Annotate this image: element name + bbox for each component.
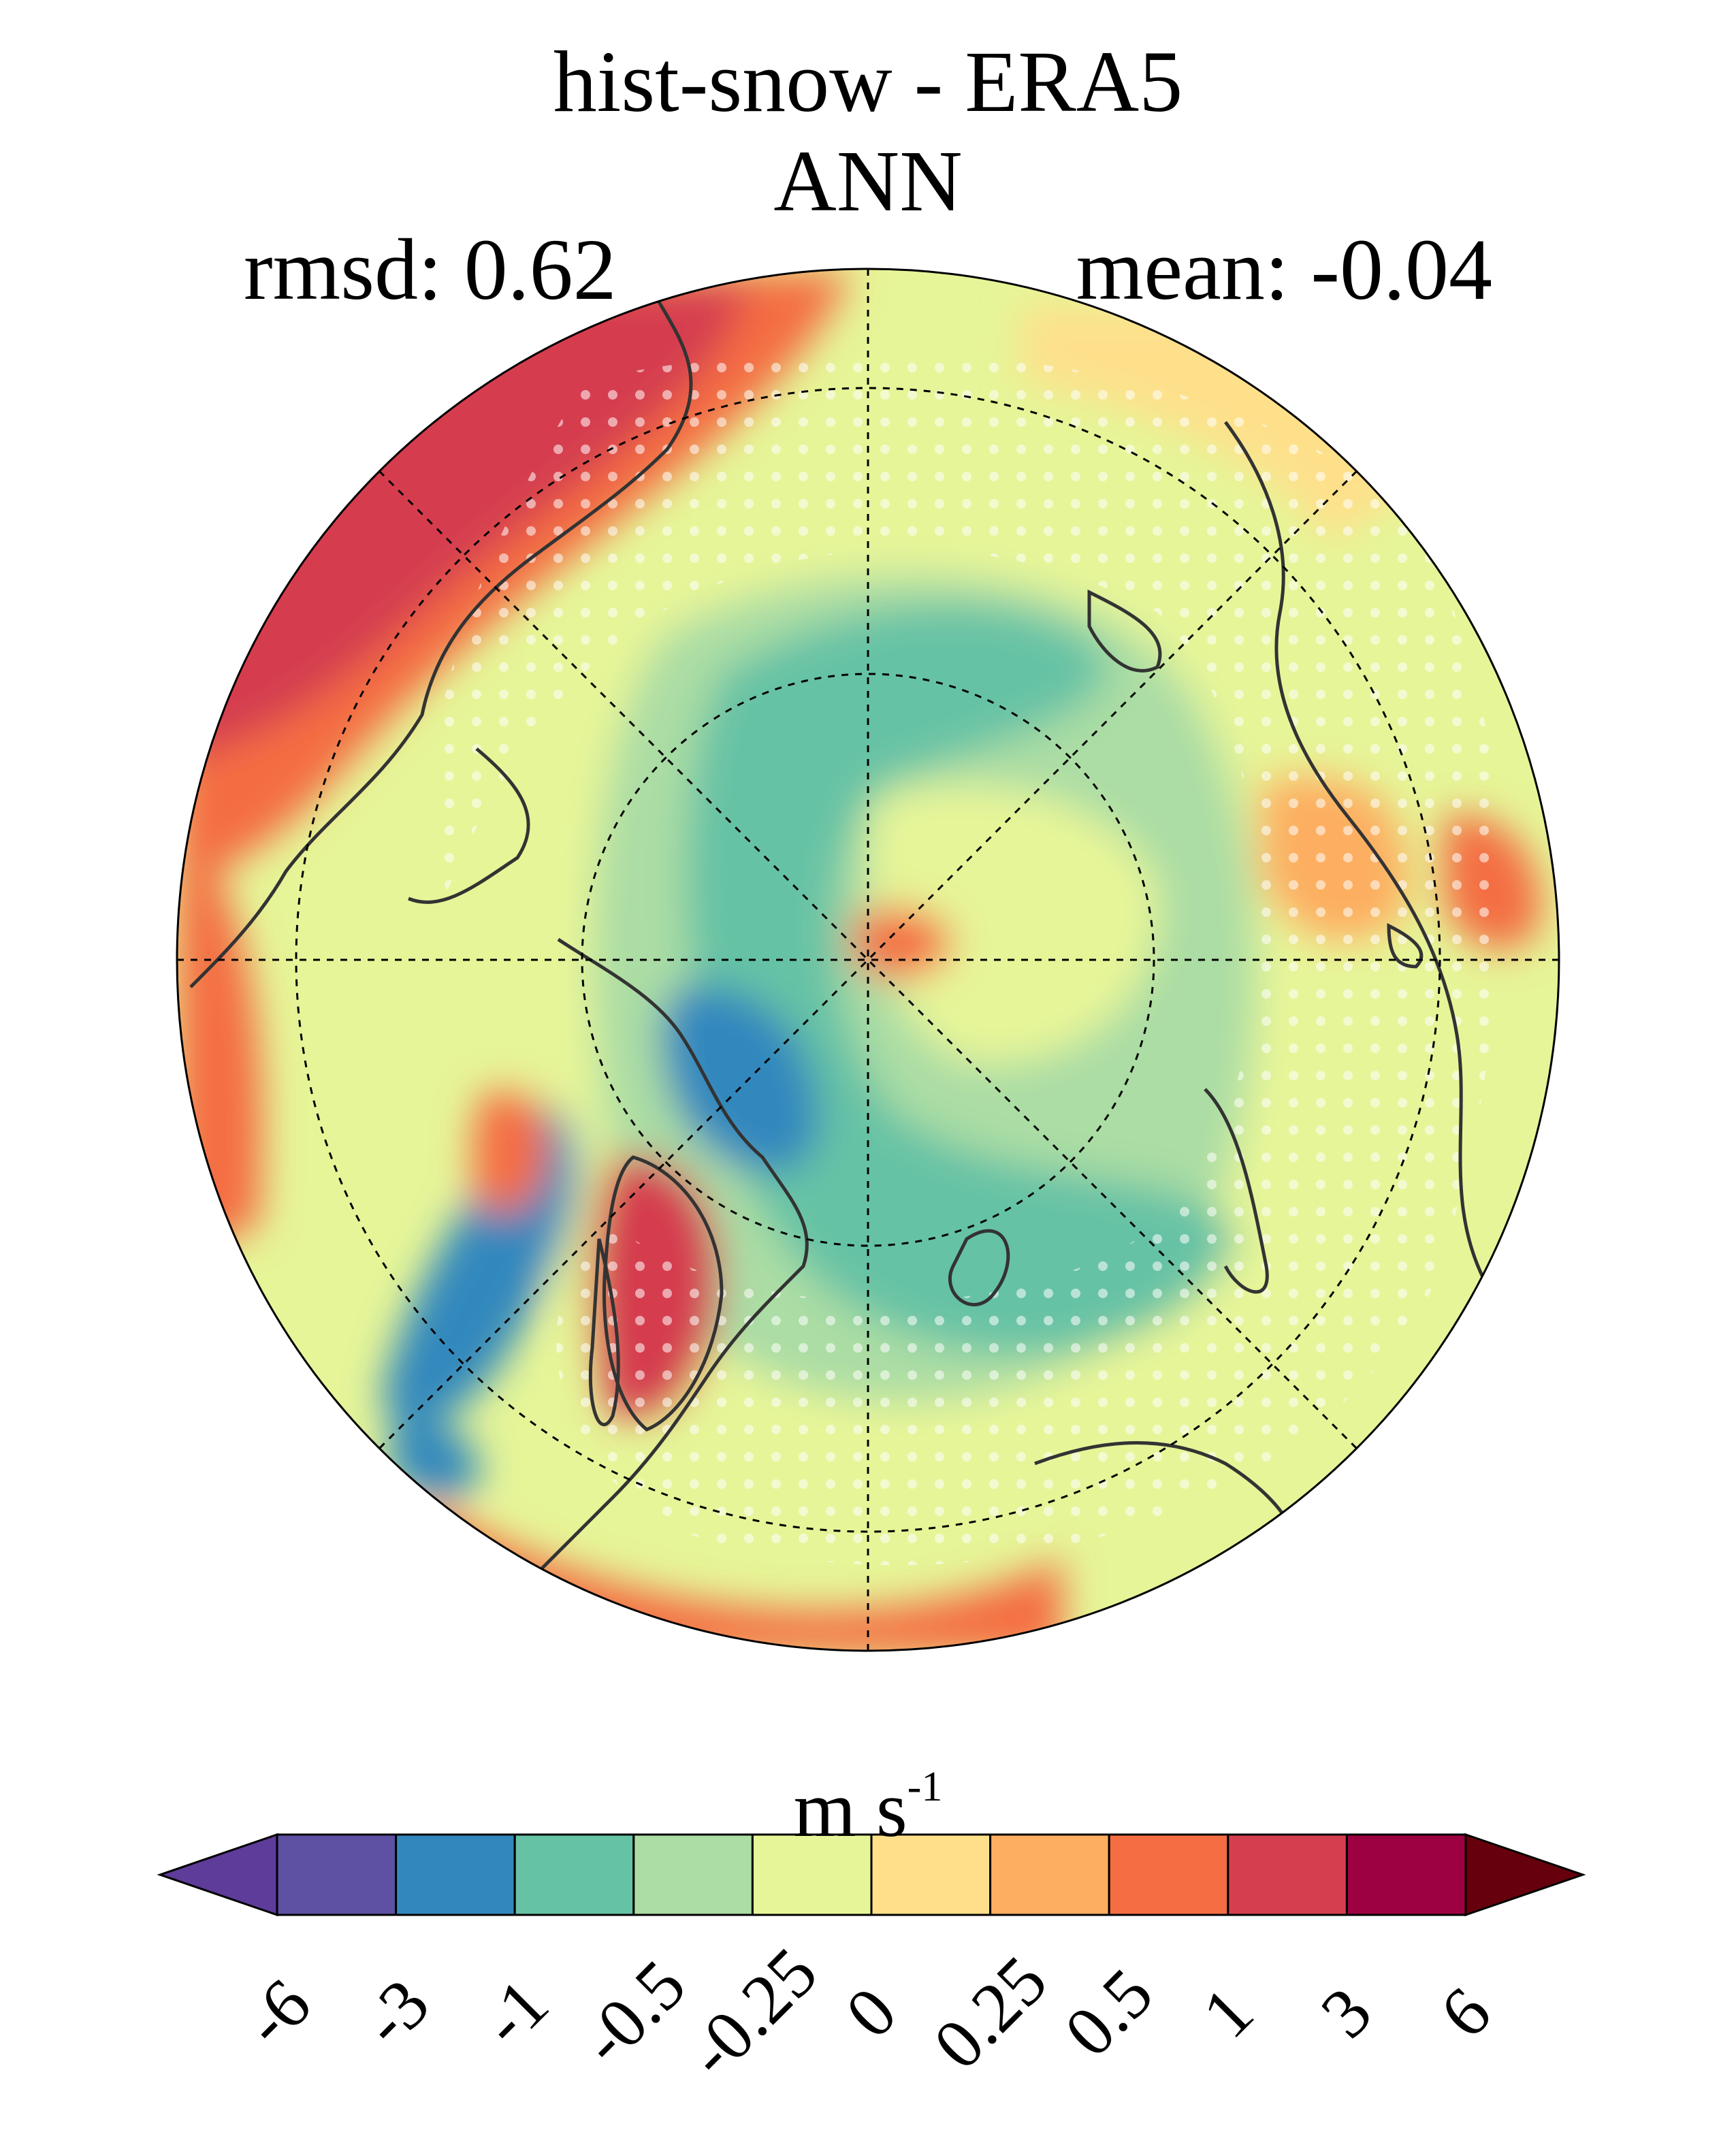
colorbar-box (751, 1833, 873, 1916)
rmsd-label: rmsd: 0.62 (244, 221, 617, 318)
colorbar-box (395, 1833, 516, 1916)
colorbar-extend-high (1464, 1833, 1586, 1917)
units-label: m s-1 (793, 1764, 943, 1854)
colorbar (157, 1833, 1586, 1917)
mean-label: mean: -0.04 (1076, 221, 1492, 318)
colorbar-box (276, 1833, 398, 1916)
graticule (177, 269, 1559, 1651)
season-label: ANN (773, 133, 963, 229)
significance-stippling (177, 269, 1559, 1651)
anomaly-field (177, 269, 1559, 1651)
map-boundary (176, 268, 1560, 1652)
coastlines (189, 291, 1501, 1581)
colorbar-box (870, 1833, 992, 1916)
figure-title: hist-snow - ERA5 (553, 33, 1183, 130)
colorbar-box (1227, 1833, 1348, 1916)
